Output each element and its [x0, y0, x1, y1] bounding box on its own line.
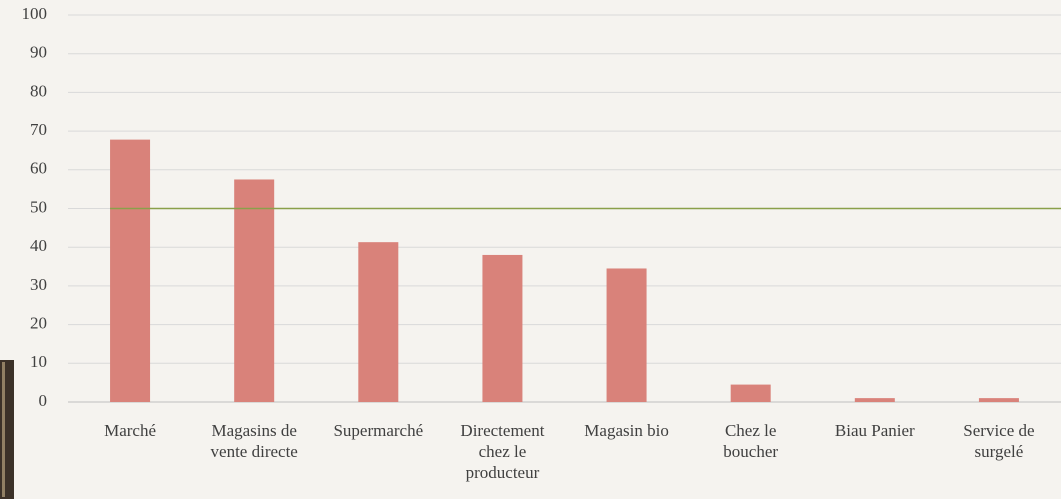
- bar: [854, 398, 895, 402]
- y-tick-label: 40: [30, 236, 47, 255]
- x-tick-label: Service de surgelé: [963, 421, 1035, 461]
- y-tick-label: 10: [30, 352, 47, 371]
- bar: [358, 242, 399, 402]
- x-tick-label: Magasins de vente directe: [210, 421, 298, 461]
- y-tick-label: 50: [30, 197, 47, 216]
- bar: [730, 384, 771, 402]
- y-tick-label: 0: [39, 391, 48, 410]
- y-tick-label: 60: [30, 159, 47, 178]
- bar: [606, 268, 647, 402]
- y-tick-label: 70: [30, 120, 47, 139]
- y-tick-label: 100: [22, 4, 48, 23]
- bar: [110, 139, 151, 402]
- y-tick-label: 80: [30, 81, 47, 100]
- decoration-edge: [2, 362, 5, 497]
- x-tick-label: Supermarché: [333, 421, 424, 440]
- bar: [978, 398, 1019, 402]
- bar: [234, 179, 275, 402]
- x-tick-label: Biau Panier: [834, 421, 915, 440]
- y-tick-label: 20: [30, 314, 47, 333]
- y-tick-label: 30: [30, 275, 47, 294]
- bar: [482, 254, 523, 402]
- x-tick-label: Marché: [104, 421, 157, 440]
- x-tick-label: Magasin bio: [584, 421, 669, 440]
- y-tick-label: 90: [30, 43, 47, 62]
- x-tick-label: Chez le boucher: [723, 421, 779, 461]
- x-tick-label: Directement chez le producteur: [460, 421, 545, 482]
